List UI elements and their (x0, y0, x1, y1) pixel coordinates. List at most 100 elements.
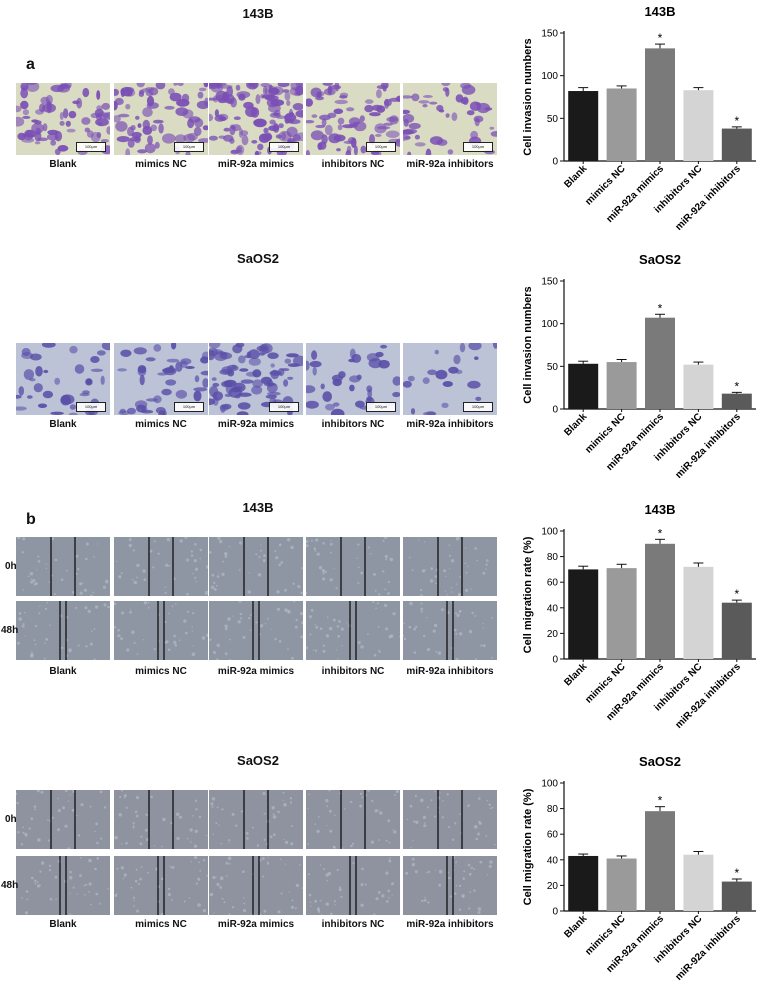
chart-title: SaOS2 (639, 754, 681, 769)
x-tick-label: miR-92a inhibitors (673, 913, 743, 983)
image-label: inhibitors NC (321, 666, 385, 677)
transwell-image: 100μm (114, 343, 208, 415)
y-tick-label: 40 (547, 603, 559, 614)
scale-bar: 100μm (269, 402, 299, 412)
migration-saos2-bar-chart: SaOS2 Cell migration rate (%) 0 20 40 60 80 100… (522, 754, 756, 983)
panel-a-letter: a (26, 56, 35, 73)
wound-healing-image (306, 790, 400, 849)
bar (568, 91, 599, 161)
significance-star: * (734, 114, 739, 128)
chart-title: SaOS2 (639, 252, 681, 267)
y-tick-label: 50 (547, 114, 559, 125)
image-label: miR-92a mimics (217, 919, 295, 930)
image-label: mimics NC (135, 419, 187, 430)
wound-healing-image (306, 601, 400, 660)
invasion-saos2-bar-chart: SaOS2 Cell invasion numbers 0 50 100 150 Blank… (522, 252, 756, 481)
wound-healing-image (16, 856, 110, 915)
wound-healing-image (16, 537, 110, 596)
section-title-migration-143b: 143B (242, 500, 274, 515)
significance-star: * (658, 31, 663, 45)
bar (568, 855, 599, 911)
y-tick-label: 0 (552, 655, 558, 666)
wound-healing-image (209, 537, 303, 596)
x-tick-label: Blank (562, 913, 589, 940)
image-label: miR-92a inhibitors (406, 159, 494, 170)
bar (721, 128, 752, 161)
bar (568, 363, 599, 409)
transwell-image: 100μm (403, 83, 497, 155)
x-tick-label: Blank (562, 661, 589, 688)
x-tick-label: miR-92a inhibitors (673, 163, 743, 233)
transwell-image: 100μm (306, 343, 400, 415)
image-label: mimics NC (135, 159, 187, 170)
transwell-image: 100μm (306, 83, 400, 155)
scale-bar: 100μm (366, 142, 396, 152)
significance-star: * (658, 526, 663, 540)
transwell-image: 100μm (16, 343, 110, 415)
bar (606, 568, 637, 659)
scale-bar: 100μm (269, 142, 299, 152)
bar (683, 854, 714, 911)
y-tick-label: 0 (552, 907, 558, 918)
time-label-0h: 0h (5, 561, 17, 572)
x-tick-label: Blank (562, 411, 589, 438)
y-tick-label: 40 (547, 855, 559, 866)
bar (645, 48, 675, 161)
wound-healing-image (114, 537, 208, 596)
section-title-invasion-saos2: SaOS2 (237, 251, 279, 266)
y-tick-label: 150 (541, 29, 558, 40)
y-tick-label: 0 (552, 157, 558, 168)
image-label: inhibitors NC (321, 919, 385, 930)
wound-healing-image (403, 601, 497, 660)
time-label-0h: 0h (5, 814, 17, 825)
significance-star: * (734, 587, 739, 601)
bar (645, 811, 675, 911)
scale-bar: 100μm (174, 402, 204, 412)
bar (645, 317, 675, 409)
bar (683, 364, 714, 409)
wound-healing-image (306, 856, 400, 915)
wound-healing-image (16, 601, 110, 660)
transwell-image: 100μm (16, 83, 110, 155)
image-label: inhibitors NC (321, 419, 385, 430)
y-tick-label: 100 (541, 71, 558, 82)
image-label: Blank (49, 419, 77, 430)
bar (721, 881, 752, 911)
y-tick-label: 80 (547, 552, 559, 563)
time-label-48h: 48h (1, 880, 19, 891)
wound-healing-image (114, 601, 208, 660)
image-label: miR-92a mimics (217, 666, 295, 677)
significance-star: * (734, 379, 739, 393)
section-title-migration-saos2: SaOS2 (237, 753, 279, 768)
wound-healing-image (306, 537, 400, 596)
y-axis-label: Cell migration rate (%) (522, 536, 534, 653)
invasion-143b-bar-chart: 143B Cell invasion numbers 0 50 100 150 Blank m… (522, 4, 756, 233)
bar (568, 569, 599, 659)
y-tick-label: 20 (547, 629, 559, 640)
significance-star: * (658, 794, 663, 808)
wound-healing-image (209, 601, 303, 660)
bar (683, 566, 714, 659)
image-label: miR-92a inhibitors (406, 919, 494, 930)
significance-star: * (658, 301, 663, 315)
y-tick-label: 100 (541, 319, 558, 330)
y-tick-label: 150 (541, 277, 558, 288)
transwell-image: 100μm (403, 343, 497, 415)
wound-healing-image (403, 537, 497, 596)
y-axis-label: Cell invasion numbers (522, 286, 534, 403)
wound-healing-image (114, 790, 208, 849)
image-label: mimics NC (135, 666, 187, 677)
bar (721, 393, 752, 409)
bar (683, 90, 714, 161)
bar (606, 362, 637, 409)
image-label: miR-92a inhibitors (406, 419, 494, 430)
scale-bar: 100μm (76, 402, 106, 412)
image-label: miR-92a mimics (217, 419, 295, 430)
wound-healing-image (16, 790, 110, 849)
y-tick-label: 80 (547, 804, 559, 815)
bar (606, 858, 637, 911)
wound-healing-image (403, 856, 497, 915)
x-tick-label: miR-92a inhibitors (673, 411, 743, 481)
y-axis-label: Cell migration rate (%) (522, 788, 534, 905)
image-label: Blank (49, 666, 77, 677)
